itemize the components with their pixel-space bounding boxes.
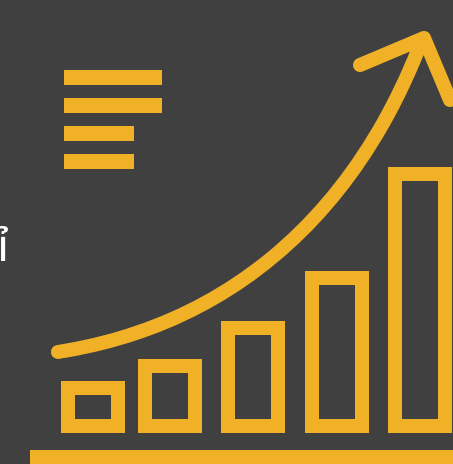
bars [61, 167, 452, 433]
bar-4 [305, 271, 369, 433]
bar-1 [61, 381, 125, 433]
bar-2 [138, 359, 202, 433]
bar-5 [388, 167, 452, 433]
stripes-icon [64, 70, 162, 169]
baseline [30, 450, 453, 464]
bar-3 [221, 321, 285, 433]
cropped-text-glyph: ỉ [0, 219, 9, 271]
arrow-head [353, 31, 453, 107]
growth-arrow-curve [51, 33, 429, 359]
